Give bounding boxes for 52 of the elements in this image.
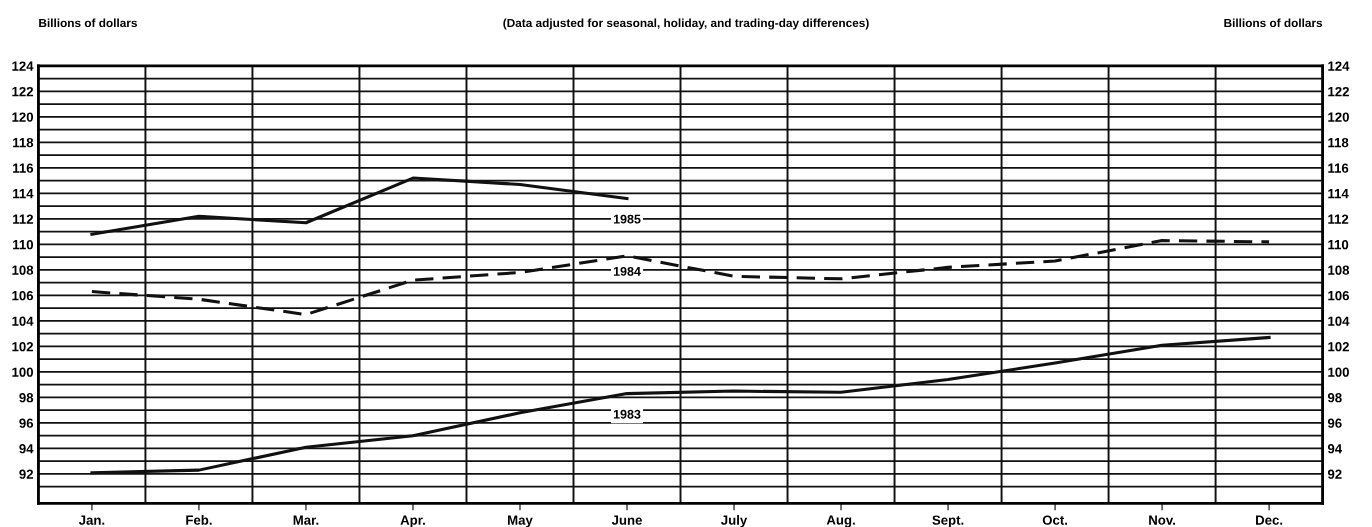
y2-tick-label: 106 bbox=[1328, 290, 1350, 301]
x-tick-label: Jan. bbox=[78, 515, 105, 525]
x-tick-label: May bbox=[508, 515, 533, 527]
y-tick-label: 102 bbox=[12, 342, 34, 352]
y2-tick-label: 124 bbox=[1328, 61, 1350, 71]
y2-tick-label: 104 bbox=[1328, 316, 1350, 326]
x-tick-label: Sept. bbox=[932, 515, 964, 527]
y-tick-label: 110 bbox=[13, 239, 34, 250]
y-tick-label: 96 bbox=[19, 418, 34, 428]
y2-tick-label: 92 bbox=[1327, 469, 1342, 479]
x-tick-label: Dec. bbox=[1256, 515, 1283, 525]
y-tick-label: 116 bbox=[13, 163, 34, 173]
x-tick-label: Apr. bbox=[400, 515, 425, 527]
annotation: 1983 bbox=[613, 409, 641, 419]
x-tick-label: Mar. bbox=[293, 515, 319, 525]
y2-tick-label: 122 bbox=[1328, 86, 1349, 97]
y-tick-label: 100 bbox=[12, 367, 34, 377]
y2-tick-label: 94 bbox=[1327, 444, 1343, 454]
annotation: 1985 bbox=[613, 214, 641, 224]
y-tick-label: 98 bbox=[19, 393, 34, 403]
y2-tick-label: 96 bbox=[1327, 418, 1342, 428]
y2-tick-label: 98 bbox=[1327, 393, 1342, 403]
y-tick-label: 120 bbox=[12, 112, 34, 122]
y2-tick-label: 108 bbox=[1328, 265, 1350, 275]
x-tick-label: June bbox=[611, 515, 642, 525]
y2-tick-label: 110 bbox=[1328, 239, 1349, 250]
y2-tick-label: 100 bbox=[1328, 367, 1349, 377]
y2-tick-label: 114 bbox=[1328, 189, 1349, 199]
y2-tick-label: 120 bbox=[1328, 112, 1349, 122]
y-tick-label: 108 bbox=[12, 265, 34, 275]
y2-tick-label: 112 bbox=[1328, 214, 1349, 224]
y-tick-label: 122 bbox=[12, 86, 34, 97]
y-tick-label: 124 bbox=[12, 61, 34, 71]
y2-tick-label: 102 bbox=[1328, 342, 1349, 352]
chart-subtitle: (Data adjusted for seasonal, holiday, and trading-day differences) bbox=[503, 18, 869, 30]
x-tick-label: Aug. bbox=[826, 515, 855, 527]
y-tick-label: 112 bbox=[13, 214, 34, 224]
x-tick-label: Nov. bbox=[1149, 515, 1175, 525]
y-tick-label: 118 bbox=[13, 137, 34, 148]
y-axis-title: Billions of dollars bbox=[39, 18, 137, 28]
y-tick-label: 94 bbox=[19, 444, 34, 454]
y-tick-label: 92 bbox=[19, 469, 34, 479]
y2-tick-label: 118 bbox=[1328, 137, 1349, 148]
y2-tick-label: 116 bbox=[1328, 163, 1349, 173]
y-tick-label: 106 bbox=[12, 290, 34, 301]
x-tick-label: Oct. bbox=[1042, 515, 1067, 525]
x-tick-label: July bbox=[721, 515, 748, 527]
y-tick-label: 104 bbox=[12, 316, 34, 326]
x-tick-label: Feb. bbox=[186, 515, 212, 525]
annotation: 1984 bbox=[613, 266, 641, 276]
y2-axis-title: Billions of dollars bbox=[1224, 18, 1323, 28]
y-tick-label: 114 bbox=[13, 189, 34, 199]
